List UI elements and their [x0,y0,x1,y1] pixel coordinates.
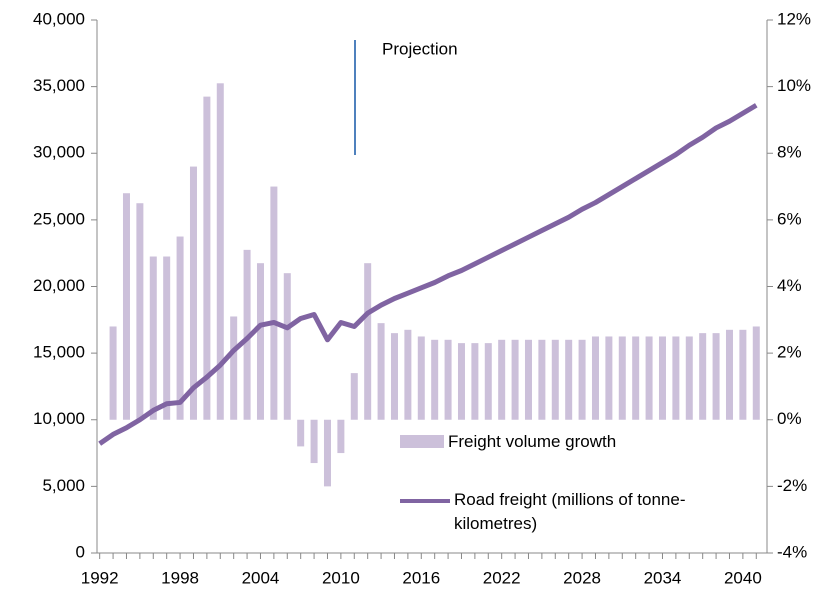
bar [605,336,613,420]
bar [565,339,573,420]
bar [216,83,224,420]
y-tick-label: 30,000 [33,143,85,162]
bar [377,323,385,420]
bar [632,336,640,420]
bar [230,316,238,420]
x-tick-label: 2040 [724,568,762,587]
bar [672,336,680,420]
y-tick-label: 10,000 [33,409,85,428]
bar [685,336,693,420]
x-tick-label: 2016 [402,568,440,587]
y2-tick-label: 2% [777,343,802,362]
y2-tick-label: -4% [777,542,807,561]
y2-tick-label: 10% [777,76,811,95]
bar [189,166,197,420]
bar [109,326,117,420]
bar [270,186,278,420]
bar [712,333,720,420]
y2-tick-label: 0% [777,409,802,428]
y-tick-label: 35,000 [33,76,85,95]
bar [203,96,211,420]
bar [149,256,157,420]
bar [538,339,546,420]
bar [404,329,412,420]
bar [511,339,519,420]
bar [645,336,653,420]
line [98,103,758,446]
bar [283,273,291,420]
y-tick-label: 25,000 [33,209,85,228]
bar [337,419,345,454]
bar [457,343,465,420]
bar [431,339,439,420]
bar [725,329,733,420]
legend-line: Road freight (millions of tonne-kilometr… [400,488,700,536]
x-tick-label: 1998 [161,568,199,587]
x-tick-label: 2034 [644,568,682,587]
bar [551,339,559,420]
x-tick-label: 2004 [242,568,280,587]
bar [484,343,492,420]
y2-tick-label: -2% [777,476,807,495]
bar [618,336,626,420]
y-tick-label: 20,000 [33,276,85,295]
x-tick-label: 1992 [81,568,119,587]
y-tick-label: 15,000 [33,343,85,362]
y2-tick-label: 8% [777,143,802,162]
y2-tick-label: 12% [777,9,811,28]
bar [699,333,707,420]
bar [122,193,130,420]
bar [498,339,506,420]
y2-tick-label: 4% [777,276,802,295]
bar [752,326,760,420]
bar [297,419,305,447]
bar [444,339,452,420]
bar [310,419,318,464]
annotation: Projection [382,39,458,58]
x-tick-label: 2010 [322,568,360,587]
x-tick-label: 2022 [483,568,521,587]
bar [739,329,747,420]
bar [243,249,251,420]
bar [176,236,184,420]
y-tick-label: 0 [76,542,85,561]
bar [417,336,425,420]
x-tick-label: 2028 [563,568,601,587]
bar [471,343,479,420]
bar [136,203,144,420]
bar [323,419,331,487]
bar [578,339,586,420]
legend-label: Freight volume growth [448,432,617,451]
bar [350,373,358,420]
bar [591,336,599,420]
legend-swatch [400,435,444,448]
legend-swatch [400,499,450,503]
bar [163,256,171,420]
legend-bar: Freight volume growth [400,430,616,454]
bar [524,339,532,420]
y2-tick-label: 6% [777,209,802,228]
bar [390,333,398,420]
legend-label: Road freight (millions of tonne-kilometr… [454,490,686,533]
bar [658,336,666,420]
y-tick-label: 5,000 [42,476,85,495]
bar [364,263,372,420]
bar [256,263,264,420]
y-tick-label: 40,000 [33,9,85,28]
